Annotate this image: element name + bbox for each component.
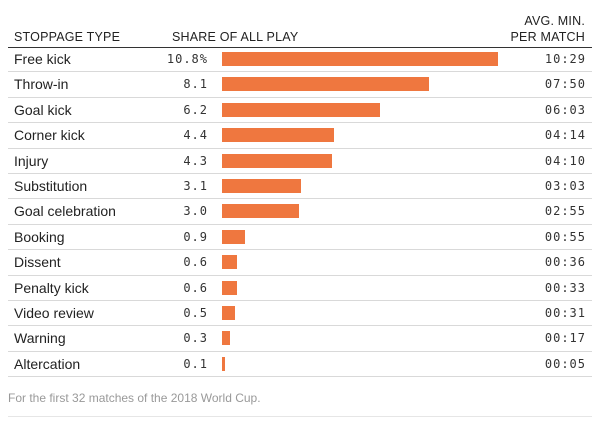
share-value-label: 0.6 [183,280,208,295]
stoppage-type-label: Warning [14,330,66,347]
share-bar [222,52,498,66]
table-row: Injury 4.3 04:10 [8,149,592,174]
share-value-label: 4.4 [183,128,208,143]
table-row: Goal kick 6.2 06:03 [8,98,592,124]
header-divider [8,47,592,48]
share-value-label: 3.0 [183,204,208,219]
table-row: Corner kick 4.4 04:14 [8,123,592,149]
stoppage-type-label: Dissent [14,254,61,271]
share-bar [222,255,238,270]
share-value-label: 0.9 [183,229,208,244]
avg-minutes-value: 06:03 [544,102,586,117]
stoppage-type-label: Substitution [14,178,88,194]
avg-header-line-2: PER MATCH [510,30,585,44]
share-bar [222,77,429,92]
stoppage-type-label: Injury [14,152,49,169]
stoppage-type-label: Corner kick [14,127,85,144]
stoppage-type-label: Throw-in [14,76,69,93]
share-bar [222,356,225,371]
stoppage-type-label: Goal kick [14,101,72,118]
avg-minutes-value: 00:17 [544,331,586,346]
table-row: Dissent 0.6 00:36 [8,250,592,276]
stoppage-type-label: Altercation [14,355,81,372]
stoppage-type-label: Free kick [14,51,71,67]
share-value-label: 0.1 [183,356,208,371]
share-value-label: 0.3 [183,331,208,346]
share-bar [222,128,335,143]
table-row: Goal celebration 3.0 02:55 [8,199,592,225]
stoppage-type-label: Video review [14,305,94,321]
column-header-avg-minutes: AVG. MIN. PER MATCH [511,13,586,45]
avg-minutes-value: 04:10 [544,153,586,168]
share-value-label: 0.6 [183,255,208,270]
stoppage-type-label: Penalty kick [14,279,89,296]
avg-minutes-value: 00:36 [544,255,586,270]
avg-minutes-value: 04:14 [544,128,586,143]
share-bar [222,306,235,320]
table-row: Substitution 3.1 03:03 [8,174,592,200]
share-value-label: 4.3 [183,153,208,168]
share-bar [222,153,332,168]
share-bar [222,102,381,117]
share-bar [222,229,245,244]
share-bar [222,280,238,295]
column-header-share: SHARE OF ALL PLAY [172,30,299,44]
share-value-label: 10.8% [166,52,208,66]
stoppage-type-label: Goal celebration [14,203,116,220]
share-value-label: 3.1 [183,179,208,193]
table-row: Penalty kick 0.6 00:33 [8,276,592,301]
avg-minutes-value: 00:31 [544,306,586,320]
table-row: Warning 0.3 00:17 [8,326,592,352]
avg-minutes-value: 03:03 [544,179,586,193]
avg-minutes-value: 00:55 [544,229,586,244]
share-bar [222,204,299,219]
column-header-stoppage-type: STOPPAGE TYPE [14,30,121,44]
avg-header-line-1: AVG. MIN. [524,14,585,28]
avg-minutes-value: 00:05 [544,356,586,371]
table-row: Video review 0.5 00:31 [8,301,592,327]
avg-minutes-value: 02:55 [544,204,586,219]
footnote: For the first 32 matches of the 2018 Wor… [8,391,261,405]
stoppage-type-label: Booking [14,228,65,245]
share-bar [222,331,230,346]
share-value-label: 6.2 [183,102,208,117]
table-row: Free kick 10.8% 10:29 [8,47,592,73]
footer-divider [8,416,592,417]
share-bar [222,179,302,193]
share-value-label: 0.5 [183,306,208,320]
avg-minutes-value: 00:33 [544,280,586,295]
avg-minutes-value: 10:29 [544,52,586,66]
table-row: Throw-in 8.1 07:50 [8,72,592,98]
table-row: Altercation 0.1 00:05 [8,352,592,378]
share-value-label: 8.1 [183,77,208,92]
table-row: Booking 0.9 00:55 [8,225,592,251]
avg-minutes-value: 07:50 [544,77,586,92]
